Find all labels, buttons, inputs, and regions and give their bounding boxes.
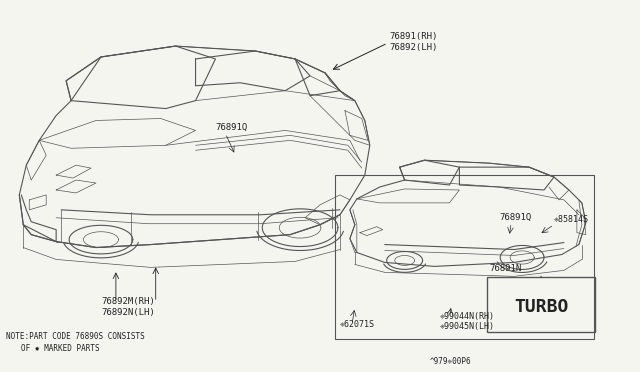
Text: ❈62071S: ❈62071S [340, 320, 375, 329]
Text: 76891Q: 76891Q [499, 213, 531, 222]
Bar [487, 277, 595, 332]
Text: 76891Q: 76891Q [216, 124, 248, 132]
Text: ^979❈00P6: ^979❈00P6 [429, 357, 471, 366]
Text: NOTE:PART CODE 76890S CONSISTS: NOTE:PART CODE 76890S CONSISTS [6, 332, 145, 341]
Text: 76891(RH): 76891(RH) [390, 32, 438, 41]
Bar [335, 175, 594, 339]
Text: 76891N: 76891N [489, 264, 522, 273]
Text: ❈99045N(LH): ❈99045N(LH) [440, 322, 495, 331]
Text: 76892(LH): 76892(LH) [390, 43, 438, 52]
Text: TURBO: TURBO [514, 298, 568, 315]
Text: ❈99044N(RH): ❈99044N(RH) [440, 312, 495, 321]
Text: ❈85814S: ❈85814S [554, 215, 589, 224]
Text: 76892N(LH): 76892N(LH) [101, 308, 155, 317]
Text: 76892M(RH): 76892M(RH) [101, 297, 155, 306]
Text: OF ✸ MARKED PARTS: OF ✸ MARKED PARTS [21, 344, 100, 353]
